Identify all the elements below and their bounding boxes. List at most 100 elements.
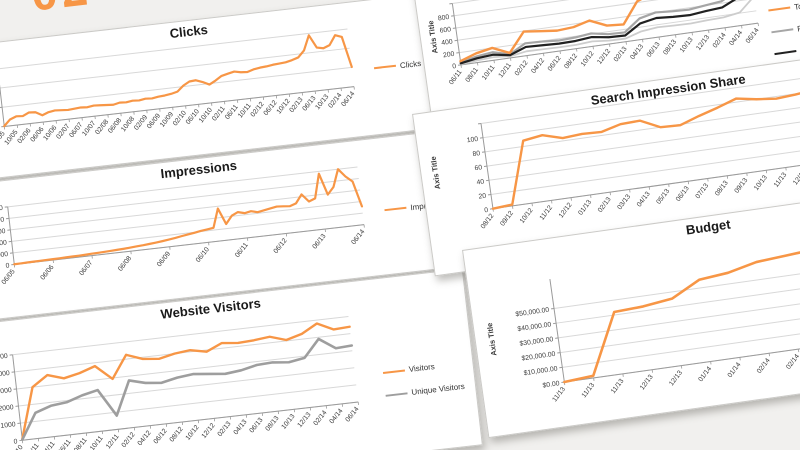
svg-text:$0.00: $0.00 [542, 380, 560, 389]
svg-text:06/14: 06/14 [340, 90, 356, 108]
legend-line-swatch [382, 368, 405, 374]
svg-text:06/08: 06/08 [117, 255, 133, 273]
svg-text:12/13: 12/13 [296, 411, 312, 429]
svg-text:12/11: 12/11 [105, 433, 121, 450]
svg-text:05/13: 05/13 [655, 188, 671, 206]
chart-card-conversions: 0 200 400 600 800 06/11 08/11 10/11 12/11 02/12 04… [410, 0, 800, 137]
svg-text:07/13: 07/13 [694, 182, 710, 200]
svg-text:200000: 200000 [0, 239, 7, 249]
legend-line-swatch [774, 50, 797, 56]
search-impression-share-chart-plot: 0 20 40 60 80 100 08/12 09/12 10/12 11/12 12/12 01/… [466, 65, 800, 230]
legend-line-swatch [385, 391, 408, 397]
svg-text:04/13: 04/13 [629, 43, 645, 61]
svg-text:03/13: 03/13 [616, 193, 632, 211]
svg-text:02/07: 02/07 [55, 123, 71, 141]
svg-text:10/13: 10/13 [753, 174, 769, 192]
svg-text:20: 20 [478, 193, 487, 201]
svg-text:10/11: 10/11 [89, 435, 105, 450]
svg-text:11/13: 11/13 [610, 378, 626, 396]
svg-text:10/11: 10/11 [237, 102, 253, 119]
svg-text:10/08: 10/08 [120, 115, 136, 133]
svg-text:08/12: 08/12 [169, 426, 185, 444]
svg-text:11/13: 11/13 [551, 386, 567, 404]
svg-text:2000: 2000 [0, 404, 14, 413]
svg-text:06/06: 06/06 [29, 126, 45, 144]
svg-text:300000: 300000 [0, 228, 6, 238]
svg-text:08/12: 08/12 [563, 52, 579, 70]
svg-text:06/14: 06/14 [350, 228, 366, 246]
svg-text:11/13: 11/13 [773, 171, 789, 189]
svg-text:02/13: 02/13 [613, 45, 629, 63]
svg-text:02/12: 02/12 [514, 59, 530, 77]
svg-text:06/11: 06/11 [448, 69, 464, 87]
svg-text:02/14: 02/14 [756, 357, 772, 375]
svg-text:09/13: 09/13 [733, 177, 749, 195]
svg-text:10/09: 10/09 [159, 111, 175, 129]
svg-text:06/10: 06/10 [195, 246, 211, 264]
svg-text:06/13: 06/13 [675, 185, 691, 203]
svg-text:06/12: 06/12 [547, 55, 563, 73]
svg-text:04/12: 04/12 [137, 429, 153, 447]
svg-text:400: 400 [441, 38, 453, 47]
svg-text:$10,000.00: $10,000.00 [523, 366, 558, 378]
svg-text:06/09: 06/09 [156, 250, 172, 268]
svg-text:400000: 400000 [0, 216, 5, 226]
svg-text:06/11: 06/11 [224, 104, 240, 121]
svg-text:08/12: 08/12 [480, 212, 496, 230]
svg-text:02/12: 02/12 [250, 101, 266, 119]
budget-chart-plot: $0.00 $10,000.00 $20,000.00 $30,000.00 $40,0… [515, 234, 800, 404]
svg-text:06/12: 06/12 [153, 427, 169, 445]
svg-text:$30,000.00: $30,000.00 [519, 336, 554, 348]
svg-text:02/08: 02/08 [94, 118, 110, 136]
svg-text:3000: 3000 [0, 387, 12, 396]
chart-card-impressions: Impressions 0 100000 200000 300000 400000 500… [0, 130, 459, 324]
svg-text:10/12: 10/12 [276, 98, 292, 116]
svg-text:04/14: 04/14 [328, 407, 344, 425]
svg-text:10/07: 10/07 [81, 120, 97, 138]
svg-text:04/14: 04/14 [728, 29, 744, 47]
svg-text:02/14: 02/14 [785, 353, 800, 371]
svg-text:40: 40 [476, 178, 485, 186]
svg-text:5000: 5000 [0, 353, 8, 362]
svg-text:01/14: 01/14 [697, 365, 713, 383]
svg-text:08/13: 08/13 [265, 415, 281, 433]
svg-text:02/11: 02/11 [25, 442, 41, 450]
legend-line-swatch [771, 28, 794, 34]
svg-text:10/05: 10/05 [4, 129, 20, 147]
legend-line-swatch [373, 64, 397, 70]
svg-text:06/05: 06/05 [1, 268, 17, 286]
svg-text:04/11: 04/11 [41, 440, 57, 450]
svg-text:10/13: 10/13 [281, 413, 297, 431]
svg-text:08/11: 08/11 [73, 437, 89, 450]
svg-text:10/06: 10/06 [42, 124, 58, 142]
clicks-chart-plot: 02,0004,0006,00006/0510/0502/0606/0610/0… [0, 28, 357, 148]
svg-text:0: 0 [484, 207, 489, 214]
svg-text:08/13: 08/13 [662, 38, 678, 56]
svg-text:12/12: 12/12 [558, 201, 574, 219]
svg-text:02/14: 02/14 [312, 409, 328, 427]
svg-text:06/13: 06/13 [249, 417, 265, 435]
svg-text:06/13: 06/13 [311, 233, 327, 251]
svg-text:06/09: 06/09 [146, 112, 162, 130]
svg-text:12/12: 12/12 [596, 48, 612, 66]
chart-card-search-impression-share: Search Impression Share 0 20 40 60 80 100 08/1… [412, 42, 800, 277]
chart-card-clicks: Clicks 02,0004,0006,00006/0510/0502/0606… [0, 0, 449, 184]
svg-text:01/14: 01/14 [727, 361, 743, 379]
svg-text:06/08: 06/08 [107, 117, 123, 135]
svg-text:06/12: 06/12 [273, 237, 289, 255]
legend-label: Unique Visitors [410, 381, 466, 397]
svg-text:0: 0 [13, 438, 18, 445]
svg-text:0: 0 [5, 263, 10, 270]
svg-text:100: 100 [466, 136, 478, 145]
svg-text:10/11: 10/11 [481, 64, 497, 82]
svg-text:10/10: 10/10 [198, 107, 214, 125]
svg-text:600: 600 [439, 26, 451, 35]
svg-text:08/13: 08/13 [714, 179, 730, 197]
website-visitors-chart-legend: Visitors Unique Visitors [382, 352, 466, 407]
svg-text:02/09: 02/09 [133, 114, 149, 132]
legend-label: Visitors [408, 362, 436, 374]
svg-text:10/12: 10/12 [580, 50, 596, 68]
